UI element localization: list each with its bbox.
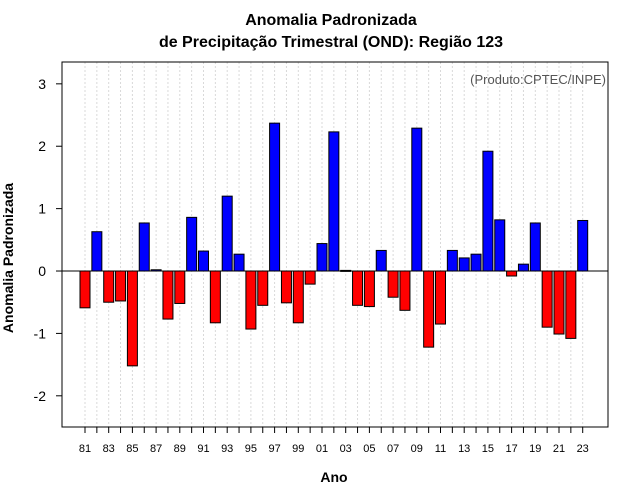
x-tick-label: 13 <box>458 443 470 455</box>
x-tick-label: 17 <box>505 443 517 455</box>
bar-84 <box>115 270 127 302</box>
bar-22 <box>565 270 577 339</box>
x-tick-label: 87 <box>150 443 162 455</box>
chart-title-line1: Anomalia Padronizada <box>245 12 417 29</box>
x-axis-label: Ano <box>320 469 347 485</box>
y-tick-label: 1 <box>38 201 46 217</box>
y-tick-label: 2 <box>38 138 46 154</box>
bar-17 <box>506 270 518 277</box>
bar-97 <box>269 122 281 272</box>
x-tick-label: 91 <box>197 443 209 455</box>
x-tick-label: 15 <box>482 443 494 455</box>
x-tick-label: 03 <box>340 443 352 455</box>
x-tick-label: 99 <box>292 443 304 455</box>
bar-09 <box>411 127 423 272</box>
bar-85 <box>126 270 138 367</box>
y-tick-label: -2 <box>34 388 47 404</box>
bar-95 <box>245 270 257 330</box>
y-tick-label: -1 <box>34 325 47 341</box>
x-axis: 81 83 85 87 89 91 93 95 97 99 01 03 05 07 09 11 13 15 17 19… <box>79 427 589 455</box>
bar-83 <box>103 270 115 303</box>
x-tick-label: 09 <box>411 443 423 455</box>
bar-99 <box>292 270 304 324</box>
bar-23 <box>577 219 589 272</box>
bar-96 <box>257 270 269 306</box>
bar-16 <box>494 219 506 272</box>
bar-89 <box>174 270 186 304</box>
bar-91 <box>198 250 209 272</box>
bar-94 <box>233 253 245 272</box>
bar-10 <box>423 270 435 348</box>
x-tick-label: 07 <box>387 443 399 455</box>
bar-93 <box>221 195 233 272</box>
x-tick-label: 85 <box>126 443 138 455</box>
bar-92 <box>209 270 221 324</box>
bar-90 <box>186 216 198 272</box>
bar-11 <box>435 270 446 325</box>
x-tick-label: 89 <box>174 443 186 455</box>
bar-08 <box>399 270 411 311</box>
bar-14 <box>470 253 482 272</box>
bar-86 <box>138 222 150 272</box>
bar-01 <box>316 243 328 272</box>
bar-18 <box>517 263 529 272</box>
x-tick-label: 81 <box>79 443 91 455</box>
bar-98 <box>280 270 292 304</box>
bar-20 <box>541 270 553 328</box>
bar-12 <box>446 249 458 272</box>
bar-02 <box>328 131 340 272</box>
bar-88 <box>162 270 174 320</box>
chart-title-line2: de Precipitação Trimestral (OND): Região… <box>159 34 503 51</box>
bar-21 <box>553 270 565 335</box>
x-tick-label: 93 <box>221 443 233 455</box>
bar-05 <box>363 270 375 308</box>
x-tick-label: 23 <box>577 443 589 455</box>
x-tick-label: 11 <box>435 443 446 455</box>
grid-lines <box>84 62 584 427</box>
bar-15 <box>482 150 494 272</box>
y-axis: -2 -1 0 1 2 3 <box>34 76 62 404</box>
bar-00 <box>304 270 316 285</box>
bar-07 <box>387 270 399 298</box>
bar-82 <box>91 231 103 272</box>
x-tick-label: 05 <box>363 443 375 455</box>
bar-13 <box>458 257 470 272</box>
bar-04 <box>352 270 364 306</box>
x-tick-label: 19 <box>529 443 541 455</box>
y-tick-label: 0 <box>38 263 46 279</box>
bar-19 <box>529 222 541 272</box>
x-tick-label: 95 <box>245 443 257 455</box>
bar-81 <box>79 270 91 309</box>
x-tick-label: 97 <box>268 443 280 455</box>
x-tick-label: 83 <box>103 443 115 455</box>
x-tick-label: 01 <box>316 443 328 455</box>
bars <box>79 122 589 367</box>
y-axis-label: Anomalia Padronizada <box>0 183 16 333</box>
source-annotation: (Produto:CPTEC/INPE) <box>470 72 606 87</box>
y-tick-label: 3 <box>38 76 46 92</box>
bar-06 <box>375 249 387 272</box>
x-tick-label: 21 <box>553 443 565 455</box>
plot-frame <box>61 61 609 428</box>
